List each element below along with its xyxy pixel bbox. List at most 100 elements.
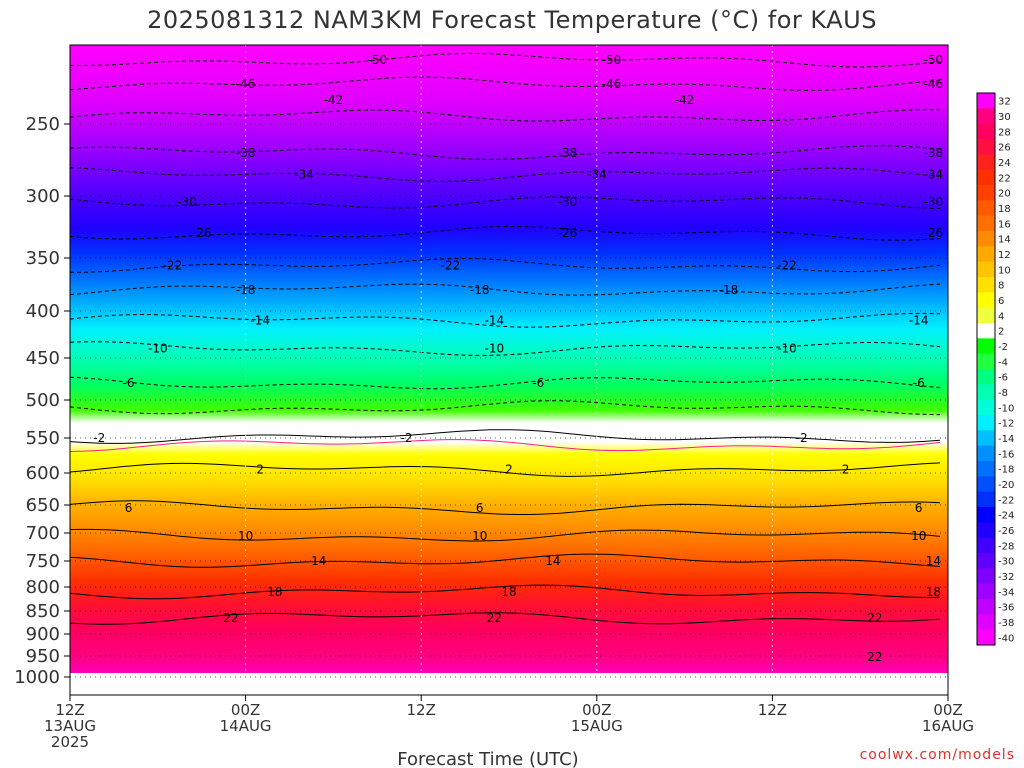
contour-label: -46	[924, 77, 944, 91]
colorbar-label: -14	[998, 434, 1014, 445]
colorbar-swatch	[977, 200, 995, 217]
x-tick-label: 2025	[51, 733, 89, 751]
colorbar-label: -26	[998, 526, 1014, 537]
colorbar-label: -16	[998, 449, 1014, 460]
contour-label: -50	[602, 53, 622, 67]
colorbar-swatch	[977, 353, 995, 370]
x-tick-label: 00Z	[933, 701, 962, 719]
contour-label: -22	[777, 258, 797, 272]
contour-label: -14	[485, 313, 505, 327]
contour-label: -6	[532, 376, 544, 390]
contour-label: 22	[223, 611, 238, 625]
colorbar-label: -32	[998, 572, 1014, 583]
y-tick-label: 650	[26, 495, 60, 516]
contour-label: -42	[675, 93, 695, 107]
y-tick-label: 750	[26, 551, 60, 572]
contour-label: 18	[926, 585, 941, 599]
contour-label: -18	[470, 283, 490, 297]
contour-line	[70, 341, 941, 356]
contour-line	[70, 312, 941, 328]
contour-label: 10	[911, 529, 926, 543]
colorbar-swatch	[977, 139, 995, 155]
contour-label: -26	[924, 226, 944, 240]
contour-label: -6	[913, 376, 925, 390]
colorbar-label: -36	[998, 603, 1014, 614]
contour-line	[70, 109, 941, 122]
x-axis-title: Forecast Time (UTC)	[397, 749, 578, 768]
colorbar-label: 6	[998, 296, 1004, 307]
contour-line	[70, 439, 941, 452]
contour-label: -46	[602, 77, 622, 91]
contour-label: -26	[558, 226, 578, 240]
contour-label: 2	[256, 463, 264, 477]
contour-label: -2	[796, 431, 808, 445]
colorbar-label: -2	[998, 342, 1008, 353]
colorbar-label: 12	[998, 250, 1011, 261]
colorbar: 32 30 28 26 24 22 20 18 16 14 12 10 8 6 4 2 -2 -4 -6 -8 -10 -…	[976, 92, 1014, 646]
ground-band	[70, 673, 948, 695]
contour-label: -34	[587, 167, 607, 181]
x-tick-label: 16AUG	[922, 717, 974, 735]
colorbar-label: 18	[998, 204, 1011, 215]
colorbar-swatch	[977, 277, 995, 293]
chart-title: 2025081312 NAM3KM Forecast Temperature (…	[147, 6, 877, 34]
contour-labels: -50 -50 -50-46 -46 -46-42 -42-38 -38 -38-34 -34-…	[93, 53, 943, 664]
contour-line	[70, 283, 941, 296]
contour-label: -50	[924, 53, 944, 67]
contour-label: -46	[236, 77, 256, 91]
colorbar-swatch	[977, 629, 995, 646]
contour-label: 14	[545, 554, 560, 568]
contour-line	[70, 376, 941, 390]
contour-label: -30	[924, 195, 944, 209]
colorbar-swatch	[977, 614, 995, 631]
contour-label: 6	[125, 501, 133, 515]
colorbar-swatch	[977, 415, 995, 431]
temperature-field	[70, 45, 948, 673]
contour-line	[70, 257, 941, 273]
colorbar-label: -38	[998, 618, 1014, 629]
x-tick-label: 12Z	[407, 701, 436, 719]
colorbar-swatch	[977, 323, 995, 339]
contour-label: 22	[867, 650, 882, 664]
colorbar-swatch	[977, 399, 995, 416]
contour-label: 22	[867, 611, 882, 625]
y-tick-label: 450	[26, 348, 60, 369]
colorbar-label: 10	[998, 265, 1011, 276]
colorbar-label: -18	[998, 465, 1014, 476]
y-tick-label: 900	[26, 624, 60, 645]
y-tick-label: 1000	[14, 667, 60, 688]
colorbar-label: -24	[998, 511, 1014, 522]
colorbar-label: -6	[998, 373, 1008, 384]
colorbar-label: -40	[998, 633, 1014, 644]
colorbar-label: 22	[998, 173, 1011, 184]
contour-label: 10	[238, 529, 253, 543]
colorbar-label: -10	[998, 403, 1014, 414]
credit-text[interactable]: coolwx.com/models	[860, 747, 1015, 763]
x-tick-label: 12Z	[758, 701, 787, 719]
colorbar-swatch	[977, 553, 995, 569]
x-tick-label: 14AUG	[220, 717, 272, 735]
x-tick-label: 12Z	[55, 701, 84, 719]
colorbar-label: -34	[998, 587, 1014, 598]
colorbar-label: 4	[998, 311, 1004, 322]
y-tick-label: 700	[26, 523, 60, 544]
contour-label: -38	[924, 146, 944, 160]
colorbar-label: -30	[998, 557, 1014, 568]
contour-label: 18	[501, 585, 516, 599]
y-tick-label: 850	[26, 601, 60, 622]
colorbar-swatch	[977, 537, 995, 554]
colorbar-label: 2	[998, 327, 1004, 338]
y-tick-label: 600	[26, 463, 60, 484]
colorbar-swatch	[977, 185, 995, 201]
colorbar-swatch	[977, 246, 995, 263]
colorbar-swatch	[977, 522, 995, 539]
y-tick-label: 550	[26, 428, 60, 449]
contour-label: 18	[267, 585, 282, 599]
contour-label: 10	[472, 529, 487, 543]
contour-line	[70, 528, 941, 542]
colorbar-label: 14	[998, 235, 1011, 246]
contour-line	[70, 145, 941, 160]
colorbar-swatch	[977, 507, 995, 523]
contour-line	[70, 76, 941, 91]
